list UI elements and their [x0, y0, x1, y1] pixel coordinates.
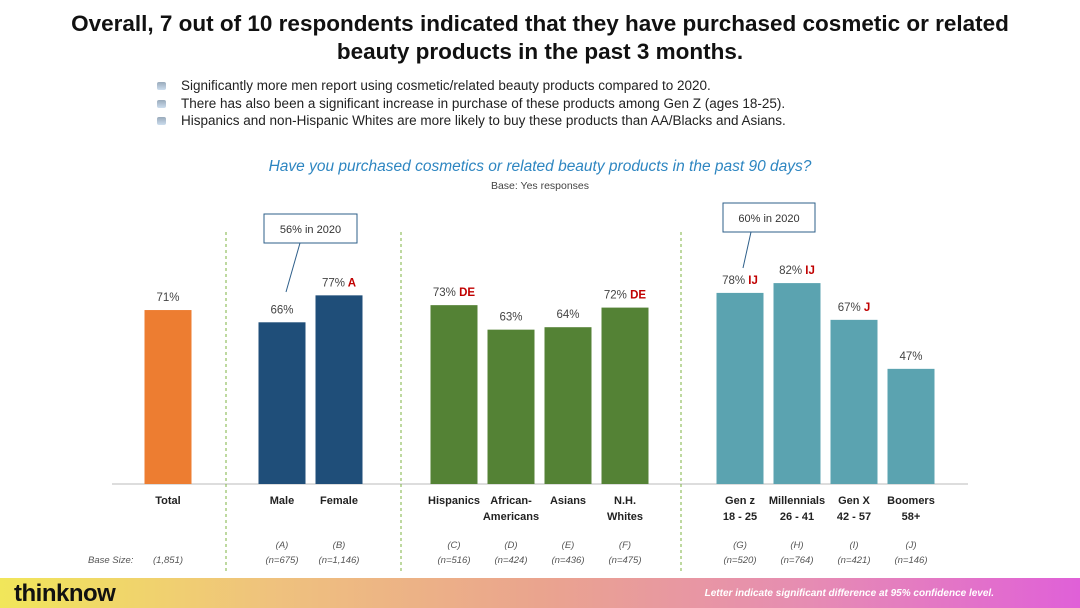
chart-title: Have you purchased cosmetics or related …: [268, 158, 812, 175]
callout-box: [263, 213, 358, 244]
data-label: 47%: [899, 351, 922, 363]
base-size-value: (n=436): [551, 555, 584, 566]
bullet-item: There has also been a significant increa…: [157, 95, 786, 113]
category-label: African-: [490, 495, 532, 507]
category-label: Female: [320, 495, 358, 507]
base-size-value: (n=421): [837, 555, 870, 566]
category-label: 42 - 57: [837, 511, 871, 523]
bullet-text: Significantly more men report using cosm…: [181, 78, 711, 93]
data-label: 66%: [270, 304, 293, 316]
data-label: 72% DE: [604, 290, 647, 302]
bar-female: [315, 295, 363, 484]
category-label: Gen z: [725, 495, 755, 507]
group-letter: (B): [333, 540, 346, 551]
bullet-item: Hispanics and non-Hispanic Whites are mo…: [157, 112, 786, 130]
bar-millennials-26-41: [773, 283, 821, 484]
data-label: 71%: [156, 292, 179, 304]
category-label: Asians: [550, 495, 586, 507]
key-findings: Significantly more men report using cosm…: [157, 77, 786, 130]
category-label: Male: [270, 495, 294, 507]
bullet-text: Hispanics and non-Hispanic Whites are mo…: [181, 113, 786, 128]
group-letter: (H): [790, 540, 803, 551]
bar-n-h-whites: [601, 307, 649, 484]
brand-logo: thinknow: [14, 580, 116, 607]
category-label: Hispanics: [428, 495, 480, 507]
callout-text: 60% in 2020: [738, 213, 799, 225]
data-label: 78% IJ: [722, 275, 758, 287]
data-label: 64%: [556, 309, 579, 321]
significance-note: Letter indicate significant difference a…: [704, 588, 994, 599]
category-label: Total: [155, 495, 180, 507]
base-size-value: (n=475): [608, 555, 641, 566]
bullet-item: Significantly more men report using cosm…: [157, 77, 786, 95]
data-label: 63%: [499, 312, 522, 324]
base-size-value: (n=675): [265, 555, 298, 566]
category-label: 58+: [902, 511, 921, 523]
category-label: Gen X: [838, 495, 870, 507]
category-label: 26 - 41: [780, 511, 814, 523]
group-letter: (A): [276, 540, 289, 551]
category-label: Millennials: [769, 495, 825, 507]
group-letter: (J): [905, 540, 916, 551]
footer-banner: thinknow Letter indicate significant dif…: [0, 578, 1080, 608]
data-label: 77% A: [322, 277, 356, 289]
bullet-icon: [157, 82, 166, 90]
group-letter: (E): [562, 540, 575, 551]
bar-gen-z-18-25: [716, 292, 764, 484]
chart-base-note: Base: Yes responses: [490, 180, 590, 192]
data-label: 82% IJ: [779, 265, 815, 277]
base-size-value: (n=764): [780, 555, 813, 566]
bar-african-americans: [487, 329, 535, 484]
bar-male: [258, 322, 306, 484]
slide-title: Overall, 7 out of 10 respondents indicat…: [71, 11, 1009, 64]
group-letter: (D): [504, 540, 517, 551]
callout-text: 56% in 2020: [280, 224, 341, 236]
category-label: Whites: [607, 511, 643, 523]
bar-gen-x-42-57: [830, 319, 878, 484]
data-label: 67% J: [838, 302, 871, 314]
group-letter: (I): [850, 540, 859, 551]
base-size-value: (n=146): [894, 555, 927, 566]
bar-chart: Base Size: 71% Total (1,851) 66% Male (A) (n=67…: [88, 202, 968, 572]
category-label: Boomers: [887, 495, 935, 507]
group-letter: (F): [619, 540, 631, 551]
bar-boomers-58-: [887, 368, 935, 484]
group-letter: (G): [733, 540, 747, 551]
base-size-value: (n=516): [437, 555, 470, 566]
bullet-text: There has also been a significant increa…: [181, 95, 786, 111]
bullet-icon: [157, 99, 166, 108]
base-size-value: (n=1,146): [319, 555, 360, 566]
data-label: 73% DE: [433, 287, 476, 299]
category-label: Americans: [483, 511, 539, 523]
bar-total: [144, 310, 192, 484]
callout-box: [722, 202, 816, 233]
bullet-icon: [157, 117, 166, 125]
base-size-value: (n=520): [723, 555, 756, 566]
base-size-label: Base Size:: [88, 555, 134, 566]
category-label: 18 - 25: [723, 511, 757, 523]
category-label: N.H.: [614, 495, 636, 507]
base-size-value: (n=424): [494, 555, 527, 566]
callout-leader-line: [742, 231, 752, 269]
group-letter: (C): [447, 540, 460, 551]
callout-leader-line: [285, 242, 301, 293]
bar-asians: [544, 327, 592, 484]
base-size-value: (1,851): [153, 555, 183, 566]
bar-hispanics: [430, 305, 478, 484]
